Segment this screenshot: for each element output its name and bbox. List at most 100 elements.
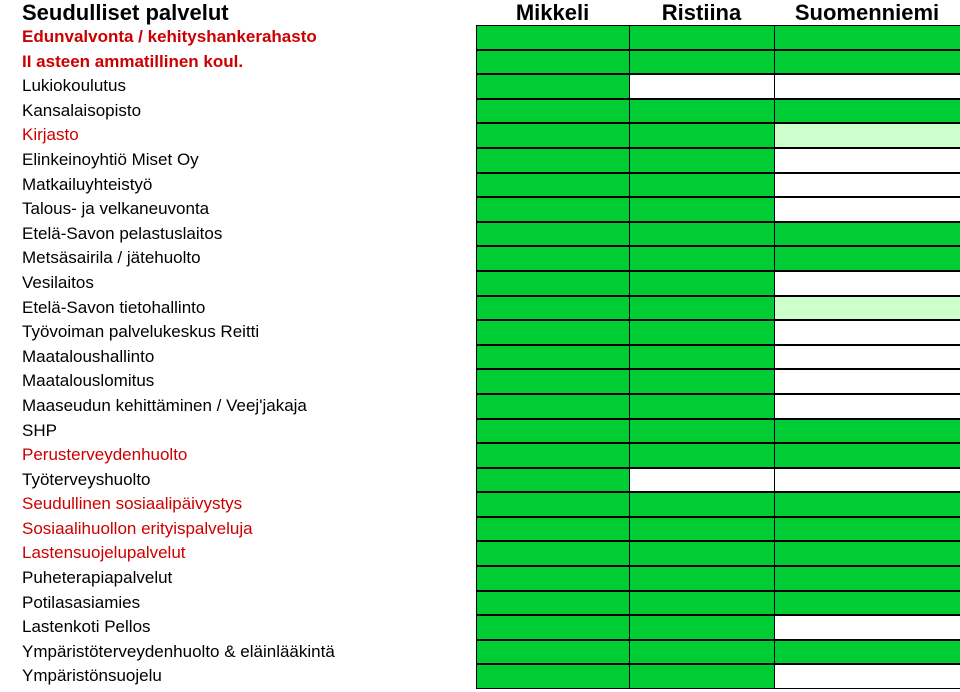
status-cell-ristiina [629, 418, 775, 444]
service-label: Seudullinen sosiaalipäivystys [22, 494, 243, 514]
status-cell-mikkeli [476, 270, 630, 296]
status-cell-suomenniemi [774, 393, 960, 419]
status-cell-mikkeli [476, 541, 630, 567]
service-label: Kirjasto [22, 125, 79, 145]
service-label: Talous- ja velkaneuvonta [22, 199, 210, 219]
table-row: Etelä-Savon pelastuslaitos [0, 221, 960, 247]
status-cell-ristiina [629, 344, 775, 370]
status-cell-mikkeli [476, 197, 630, 222]
table-row: Ympäristönsuojelu [0, 664, 960, 690]
status-cell-ristiina [629, 467, 775, 493]
column-header-mikkeli: Mikkeli [515, 0, 590, 25]
column-header-ristiina: Ristiina [661, 0, 742, 25]
status-cell-suomenniemi [774, 221, 960, 247]
status-cell-suomenniemi [774, 270, 960, 296]
status-cell-mikkeli [476, 49, 630, 75]
service-label: Potilasasiamies [22, 592, 141, 612]
service-label: Sosiaalihuollon erityispalveluja [22, 518, 253, 538]
status-cell-ristiina [629, 590, 775, 616]
status-cell-suomenniemi [774, 516, 960, 542]
status-cell-mikkeli [476, 639, 630, 665]
status-cell-ristiina [629, 369, 775, 394]
service-label: Metsäsairila / jätehuolto [22, 248, 201, 268]
table-row: Puheterapiapalvelut [0, 566, 960, 591]
status-cell-mikkeli [476, 492, 630, 517]
status-cell-ristiina [629, 566, 775, 591]
status-cell-mikkeli [476, 147, 630, 173]
status-cell-mikkeli [476, 172, 630, 198]
table-row: Vesilaitos [0, 270, 960, 296]
service-label: II asteen ammatillinen koul. [22, 51, 244, 71]
status-cell-mikkeli [476, 344, 630, 370]
service-label: Maaseudun kehittäminen / Veej'jakaja [22, 395, 307, 415]
status-cell-suomenniemi [774, 443, 960, 468]
table-row: Metsäsairila / jätehuolto [0, 246, 960, 271]
status-cell-mikkeli [476, 664, 630, 690]
column-header-suomenniemi: Suomenniemi [794, 0, 940, 25]
service-label: Työterveyshuolto [22, 469, 151, 489]
status-cell-suomenniemi [774, 197, 960, 222]
status-cell-ristiina [629, 98, 775, 124]
service-label: Ympäristöterveydenhuolto & eläinlääkintä [22, 641, 335, 661]
table-header: Seudulliset palvelut Mikkeli Ristiina Su… [0, 0, 960, 25]
table-row: Lastenkoti Pellos [0, 615, 960, 640]
status-cell-mikkeli [476, 98, 630, 124]
service-label: Edunvalvonta / kehityshankerahasto [22, 27, 317, 46]
status-cell-suomenniemi [774, 25, 960, 50]
status-cell-suomenniemi [774, 664, 960, 690]
status-cell-ristiina [629, 123, 775, 148]
service-label: Maatalouslomitus [22, 371, 155, 391]
service-label: Elinkeinoyhtiö Miset Oy [22, 149, 199, 169]
status-cell-suomenniemi [774, 344, 960, 370]
status-cell-mikkeli [476, 516, 630, 542]
status-cell-suomenniemi [774, 295, 960, 321]
status-cell-suomenniemi [774, 246, 960, 271]
status-cell-mikkeli [476, 443, 630, 468]
table-row: Kirjasto [0, 123, 960, 148]
status-cell-mikkeli [476, 123, 630, 148]
status-cell-mikkeli [476, 566, 630, 591]
table-row: Maataloushallinto [0, 344, 960, 370]
status-cell-ristiina [629, 270, 775, 296]
status-cell-mikkeli [476, 74, 630, 99]
status-cell-mikkeli [476, 393, 630, 419]
table-row: Elinkeinoyhtiö Miset Oy [0, 147, 960, 173]
table-row: Seudullinen sosiaalipäivystys [0, 492, 960, 517]
table-row: Lukiokoulutus [0, 74, 960, 99]
status-cell-suomenniemi [774, 590, 960, 616]
service-label: SHP [22, 420, 57, 440]
status-cell-ristiina [629, 516, 775, 542]
table-row: Perusterveydenhuolto [0, 443, 960, 468]
status-cell-ristiina [629, 541, 775, 567]
status-cell-suomenniemi [774, 98, 960, 124]
table-row: Ympäristöterveydenhuolto & eläinlääkintä [0, 639, 960, 665]
status-cell-ristiina [629, 320, 775, 345]
table-row: Edunvalvonta / kehityshankerahasto [0, 25, 960, 50]
status-cell-mikkeli [476, 467, 630, 493]
status-cell-suomenniemi [774, 123, 960, 148]
status-cell-mikkeli [476, 246, 630, 271]
status-cell-suomenniemi [774, 418, 960, 444]
service-label: Perusterveydenhuolto [22, 445, 188, 465]
table-row: Maatalouslomitus [0, 369, 960, 394]
service-label: Kansalaisopisto [22, 100, 142, 120]
table-row: Talous- ja velkaneuvonta [0, 197, 960, 222]
status-cell-mikkeli [476, 369, 630, 394]
status-cell-mikkeli [476, 590, 630, 616]
table-row: II asteen ammatillinen koul. [0, 49, 960, 75]
service-label: Matkailuyhteistyö [22, 174, 153, 194]
page-title: Seudulliset palvelut [22, 0, 229, 25]
status-cell-suomenniemi [774, 639, 960, 665]
table-row: SHP [0, 418, 960, 444]
table-row: Lastensuojelupalvelut [0, 541, 960, 567]
status-cell-ristiina [629, 25, 775, 50]
services-table: Edunvalvonta / kehityshankerahasto II ast… [0, 25, 960, 690]
status-cell-ristiina [629, 443, 775, 468]
table-row: Sosiaalihuollon erityispalveluja [0, 516, 960, 542]
status-cell-suomenniemi [774, 172, 960, 198]
status-cell-ristiina [629, 197, 775, 222]
status-cell-ristiina [629, 74, 775, 99]
service-label: Puheterapiapalvelut [22, 568, 173, 588]
status-cell-mikkeli [476, 615, 630, 640]
status-cell-suomenniemi [774, 74, 960, 99]
